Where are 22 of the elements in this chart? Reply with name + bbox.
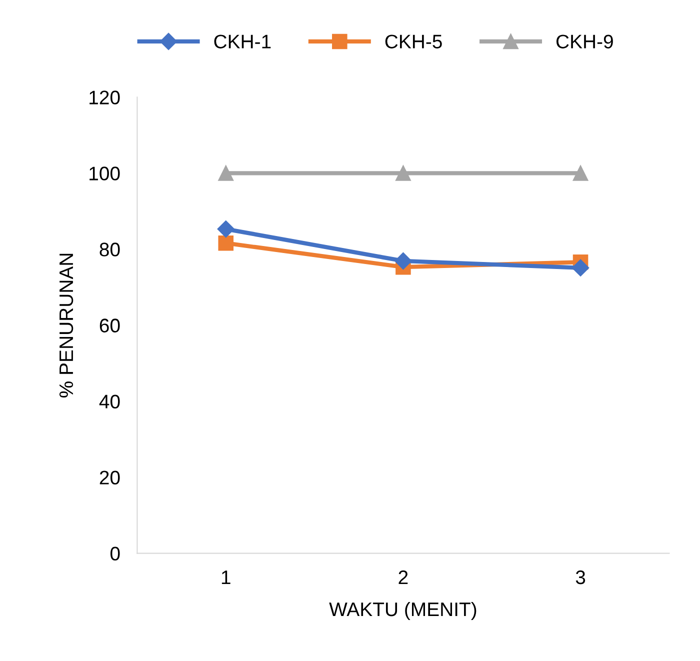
x-tick-label: 2 xyxy=(398,570,408,584)
y-tick-label: 40 xyxy=(99,394,120,408)
point xyxy=(572,259,590,276)
point xyxy=(218,235,234,251)
y-tick-label: 60 xyxy=(100,318,120,332)
x-tick-label: 3 xyxy=(576,570,586,584)
legend-label: CKH-9 xyxy=(556,34,613,48)
point xyxy=(572,166,588,181)
x-tick-label: 1 xyxy=(222,570,230,584)
point xyxy=(217,220,234,238)
y-tick-label: 120 xyxy=(90,90,120,104)
point xyxy=(394,252,412,270)
y-tick-label: 20 xyxy=(100,470,120,484)
legend-label: CKH-1 xyxy=(214,34,271,48)
x-axis-title: WAKTU (MENIT) xyxy=(329,602,476,620)
point xyxy=(218,166,234,181)
y-tick-label: 0 xyxy=(110,546,120,560)
legend-label: CKH-5 xyxy=(385,34,442,48)
point xyxy=(396,166,411,181)
y-axis-title: % PENURUNAN xyxy=(59,254,74,398)
y-tick-label: 100 xyxy=(90,166,120,180)
y-tick-label: 80 xyxy=(100,242,120,256)
